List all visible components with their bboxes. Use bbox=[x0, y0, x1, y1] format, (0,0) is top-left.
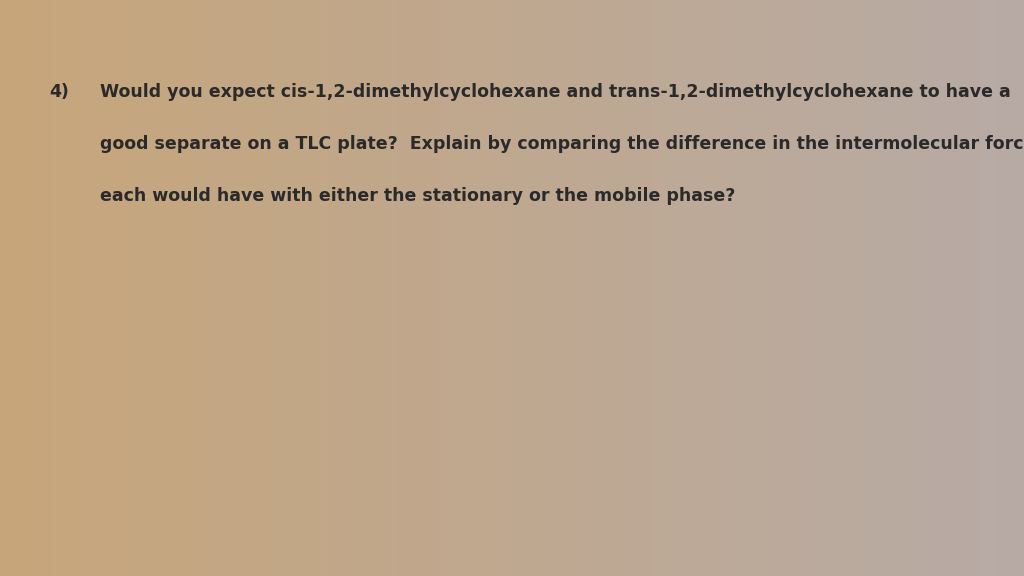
Text: 4): 4) bbox=[49, 83, 69, 101]
Text: good separate on a TLC plate?  Explain by comparing the difference in the interm: good separate on a TLC plate? Explain by… bbox=[100, 135, 1024, 153]
Text: each would have with either the stationary or the mobile phase?: each would have with either the stationa… bbox=[100, 187, 735, 205]
Text: Would you expect cis-1,2-dimethylcyclohexane and trans-1,2-dimethylcyclohexane t: Would you expect cis-1,2-dimethylcyclohe… bbox=[100, 83, 1011, 101]
